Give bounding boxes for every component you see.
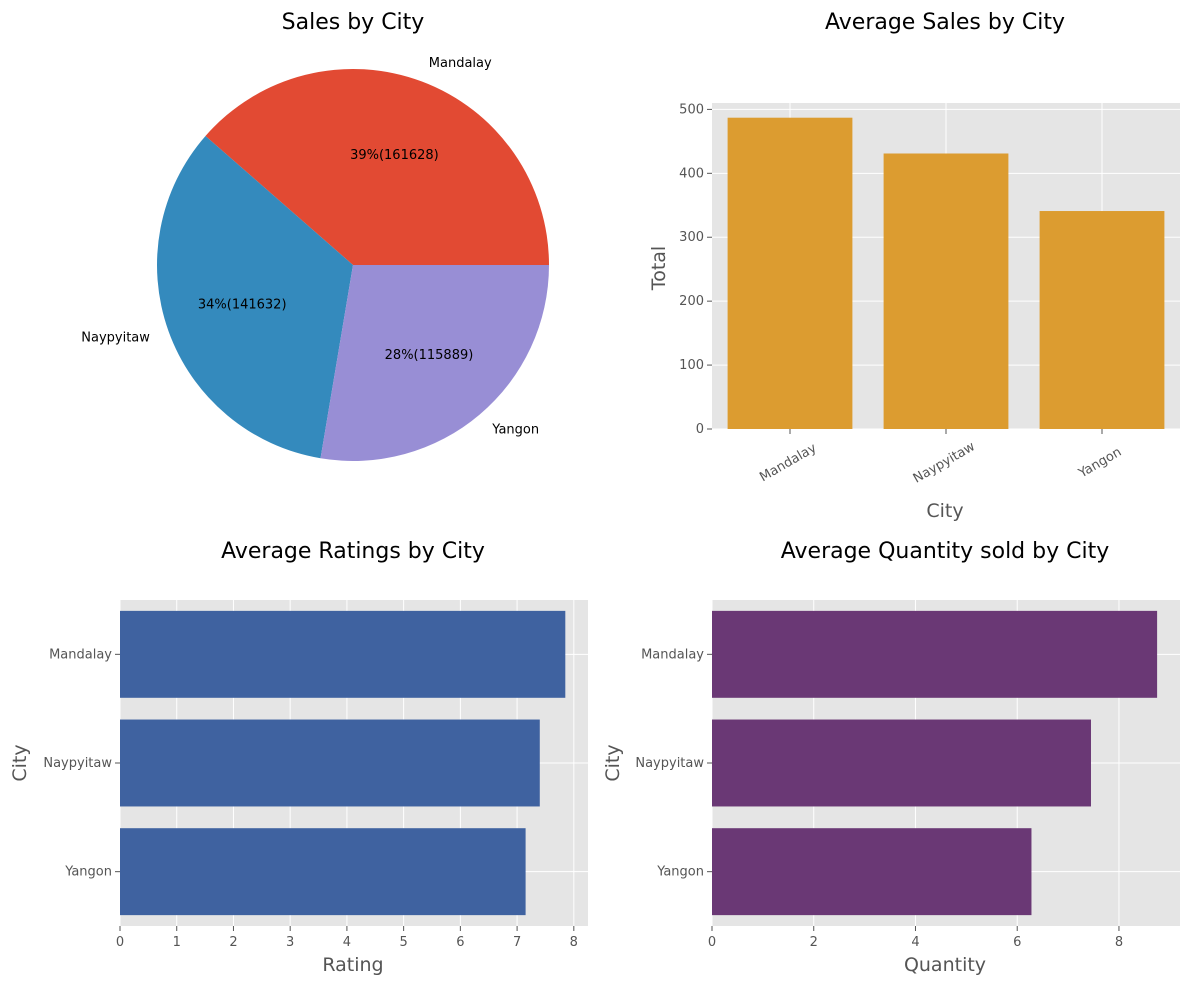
x-tick-label: 0	[116, 935, 124, 950]
y-axis-label: Total	[648, 246, 670, 291]
tick-labels: 0 1 2 3 4 5 6 7 8 Mandalay Naypyitaw Yangon	[43, 647, 578, 950]
x-axis-label: Rating	[322, 954, 383, 976]
bar-naypyitaw	[712, 719, 1091, 807]
bar-mandalay	[712, 610, 1158, 698]
x-axis-label: Quantity	[904, 954, 986, 976]
pie-slice-mandalay	[205, 68, 550, 265]
average-quantity-bar-chart: Average Quantity sold by City 0 2 4 6 8 Manda…	[602, 539, 1180, 976]
pie-percent-label: 39%(161628)	[350, 148, 439, 163]
average-ratings-bar-chart: Average Ratings by City 0 1 2 3 4 5 6 7 8 Mandala…	[9, 539, 588, 976]
pie-labels: Mandalay 39%(161628) Naypyitaw 34%(141632) Y…	[81, 56, 539, 437]
x-tick-label: 4	[911, 935, 919, 950]
sales-by-city-pie-chart: Sales by City Mandalay 39%(161628) Naypyit…	[81, 10, 550, 461]
pie-percent-label: 34%(141632)	[198, 298, 287, 313]
bars	[712, 610, 1158, 916]
bar-mandalay	[120, 610, 566, 698]
pie-category-label: Yangon	[491, 423, 539, 438]
x-tick-label: 2	[229, 935, 237, 950]
y-axis-label: City	[602, 744, 624, 781]
pie-slice-naypyitaw	[157, 135, 353, 459]
y-tick-label: Yangon	[64, 865, 112, 880]
x-tick-label: 4	[343, 935, 351, 950]
y-tick-label: 400	[679, 166, 704, 181]
x-tick-label: Naypyitaw	[911, 439, 978, 486]
average-sales-bar-chart: Average Sales by City 0 100 200 300 400 500 Ma…	[648, 10, 1180, 522]
y-tick-label: 0	[696, 422, 704, 437]
y-tick-label: 500	[679, 102, 704, 117]
bars	[120, 610, 566, 916]
bar-naypyitaw	[883, 153, 1009, 429]
bar-yangon	[120, 828, 526, 916]
x-tick-label: 6	[1013, 935, 1021, 950]
x-tick-label: Mandalay	[757, 441, 819, 486]
y-tick-label: Mandalay	[641, 647, 704, 662]
x-tick-label: 0	[708, 935, 716, 950]
pie-chart-title: Sales by City	[282, 10, 425, 35]
y-axis-label: City	[9, 744, 31, 781]
ratings-chart-title: Average Ratings by City	[221, 539, 485, 564]
x-tick-label: 8	[570, 935, 578, 950]
bar-naypyitaw	[120, 719, 540, 807]
y-tick-label: 200	[679, 294, 704, 309]
x-tick-label: 7	[513, 935, 521, 950]
x-tick-label: 5	[399, 935, 407, 950]
y-tick-label: Mandalay	[49, 647, 112, 662]
x-tick-label: 2	[810, 935, 818, 950]
bar-yangon	[712, 828, 1032, 916]
bar-yangon	[1039, 211, 1165, 429]
quantity-chart-title: Average Quantity sold by City	[781, 539, 1110, 564]
pie-slices	[157, 68, 550, 461]
bars	[727, 117, 1165, 429]
y-tick-label: 100	[679, 358, 704, 373]
pie-percent-label: 28%(115889)	[385, 348, 474, 363]
pie-slice-yangon	[320, 265, 549, 461]
y-tick-label: Naypyitaw	[43, 756, 112, 771]
x-axis-label: City	[926, 500, 963, 522]
bar-chart-title: Average Sales by City	[825, 10, 1065, 35]
x-tick-label: Yangon	[1075, 445, 1124, 482]
x-tick-label: 6	[456, 935, 464, 950]
x-tick-label: 3	[286, 935, 294, 950]
y-tick-label: 300	[679, 230, 704, 245]
x-tick-label: 8	[1115, 935, 1123, 950]
tick-labels: 0 2 4 6 8 Mandalay Naypyitaw Yangon	[635, 647, 1123, 950]
x-tick-label: 1	[173, 935, 181, 950]
y-tick-label: Naypyitaw	[635, 756, 704, 771]
pie-category-label: Mandalay	[429, 56, 492, 71]
y-tick-label: Yangon	[656, 865, 704, 880]
bar-mandalay	[727, 117, 853, 429]
pie-category-label: Naypyitaw	[81, 331, 150, 346]
